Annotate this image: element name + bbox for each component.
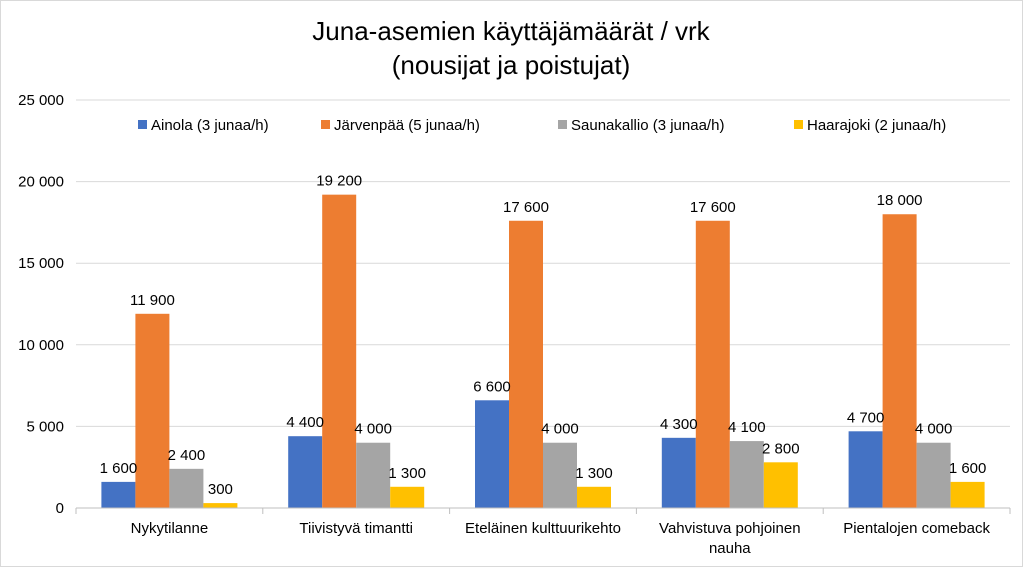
bar-2-2: [322, 194, 357, 508]
bar-3-3: [543, 442, 577, 508]
bar-3-4: [729, 441, 764, 508]
bar-2-5: [882, 214, 917, 509]
bar-3-2: [356, 442, 391, 508]
data-label: 1 300: [388, 465, 426, 482]
bar-1-4: [661, 437, 696, 508]
bar-2-4: [695, 220, 730, 508]
legend-label: Haarajoki (2 junaa/h): [807, 117, 946, 134]
bar-2-1: [135, 313, 170, 508]
x-category-label: Vahvistuva pohjoinen: [659, 520, 801, 537]
data-label: 2 800: [762, 440, 800, 457]
legend-label: Ainola (3 junaa/h): [151, 117, 269, 134]
bar-4-4: [763, 462, 798, 508]
chart-subtitle: (nousijat ja poistujat): [392, 50, 630, 80]
y-tick-label: 10 000: [18, 337, 64, 354]
legend-swatch-4: [794, 120, 803, 129]
y-tick-label: 0: [56, 500, 64, 517]
bar-1-2: [288, 436, 323, 508]
data-label: 4 000: [915, 421, 953, 438]
chart-title: Juna-asemien käyttäjämäärät / vrk: [312, 16, 710, 46]
data-label: 17 600: [503, 199, 549, 216]
y-tick-label: 5 000: [26, 418, 64, 435]
data-label: 1 600: [100, 460, 138, 477]
data-label: 4 700: [847, 409, 885, 426]
legend-swatch-2: [321, 120, 330, 129]
bar-1-5: [848, 431, 883, 508]
data-label: 17 600: [690, 199, 736, 216]
legend: Ainola (3 junaa/h) Järvenpää (5 junaa/h) S…: [138, 117, 946, 134]
data-label: 4 300: [660, 416, 698, 433]
bar-2-3: [509, 220, 543, 508]
data-label: 4 000: [541, 421, 579, 438]
legend-label: Saunakallio (3 junaa/h): [571, 117, 724, 134]
y-tick-label: 20 000: [18, 174, 64, 191]
bars: [101, 194, 985, 509]
y-tick-label: 15 000: [18, 255, 64, 272]
bar-4-5: [950, 481, 985, 508]
bar-3-5: [916, 442, 951, 508]
bar-1-3: [475, 400, 509, 508]
data-label: 1 600: [949, 460, 987, 477]
bar-4-3: [577, 486, 611, 508]
data-label: 4 000: [354, 421, 392, 438]
data-label: 2 400: [168, 447, 206, 464]
data-label: 18 000: [877, 192, 923, 209]
data-label: 19 200: [316, 173, 362, 190]
x-category-label: Pientalojen comeback: [843, 520, 990, 537]
x-category-label: nauha: [709, 540, 751, 557]
data-label: 11 900: [130, 292, 175, 309]
legend-label: Järvenpää (5 junaa/h): [334, 117, 480, 134]
bar-3-1: [169, 468, 204, 508]
x-axis: Nykytilanne Tiivistyvä timantti Eteläinen …: [75, 507, 1011, 557]
x-category-label: Nykytilanne: [131, 520, 209, 537]
bar-4-1: [203, 503, 238, 508]
data-labels: 1 600 4 400 6 600 4 300 4 700 11 900 19 200 17 …: [100, 173, 987, 498]
data-label: 4 400: [286, 414, 324, 431]
data-label: 6 600: [473, 378, 511, 395]
bar-4-2: [390, 486, 425, 508]
x-category-label: Eteläinen kulttuurikehto: [465, 520, 621, 537]
x-category-label: Tiivistyvä timantti: [299, 520, 413, 537]
y-axis: 0 5 000 10 000 15 000 20 000 25 000: [18, 92, 64, 517]
data-label: 4 100: [728, 419, 766, 436]
y-tick-label: 25 000: [18, 92, 64, 109]
data-label: 1 300: [575, 465, 613, 482]
bar-1-1: [101, 481, 136, 508]
legend-swatch-3: [558, 120, 567, 129]
legend-swatch-1: [138, 120, 147, 129]
data-label: 300: [208, 481, 233, 498]
